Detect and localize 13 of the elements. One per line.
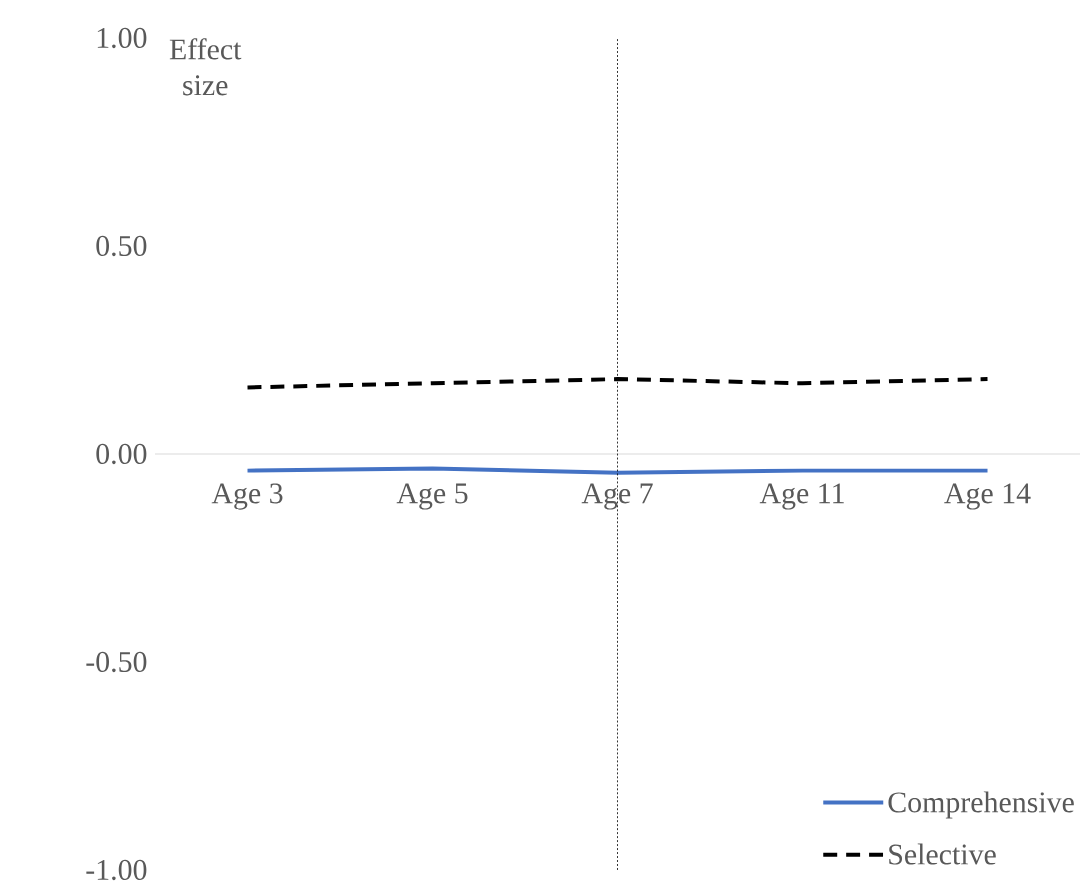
y-tick-label: -0.50 [86, 651, 147, 673]
x-tick-label: Age 14 [944, 483, 1031, 510]
x-tick-label: Age 11 [759, 483, 844, 510]
y-axis-title: Effect size [169, 38, 242, 96]
x-tick-label: Age 7 [581, 483, 653, 510]
y-tick-label: 1.00 [97, 27, 147, 49]
y-tick-label: 0.00 [96, 443, 147, 465]
legend-label: Comprehensive [888, 791, 1074, 819]
y-tick-label: -1.00 [86, 859, 147, 881]
x-tick-label: Age 5 [396, 483, 468, 510]
legend-label: Selective [889, 843, 996, 865]
x-tick-label: Age 3 [211, 483, 283, 510]
y-tick-label: 0.50 [96, 235, 147, 257]
